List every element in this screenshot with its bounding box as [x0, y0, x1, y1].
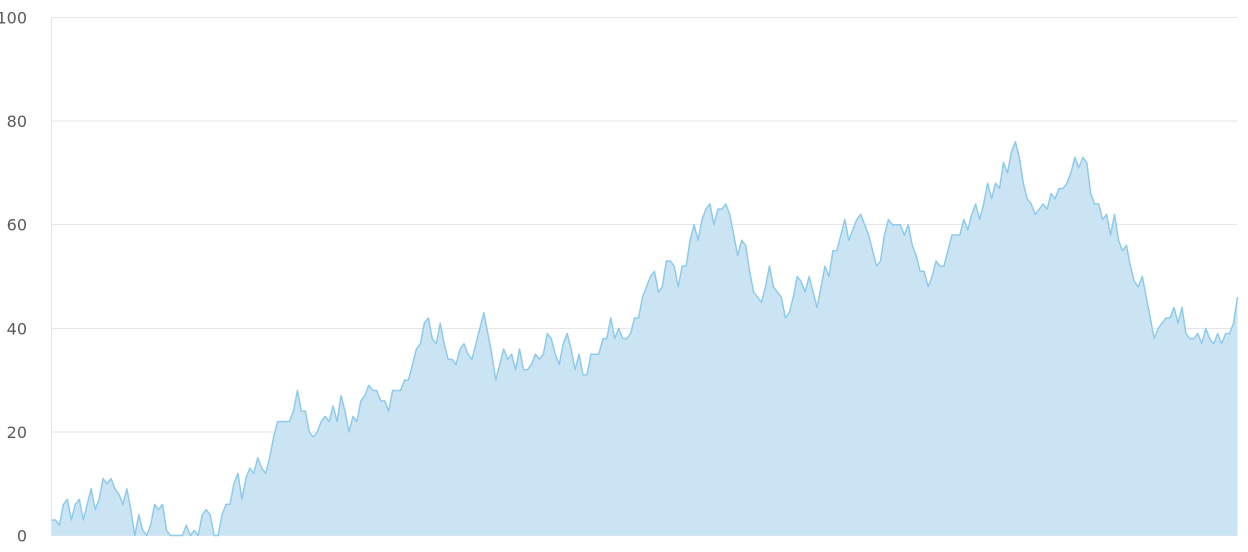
- y-tick-label-0: 0: [17, 527, 27, 546]
- y-tick-label-80: 80: [7, 112, 27, 131]
- y-tick-label-60: 60: [7, 216, 27, 235]
- series-line: [51, 141, 1239, 537]
- y-tick-label-40: 40: [7, 319, 27, 338]
- series-area-fill: [51, 141, 1238, 536]
- y-tick-label-100: 100: [0, 9, 27, 28]
- y-tick-label-20: 20: [7, 423, 27, 442]
- y-axis-tick-labels: 0 20 40 60 80 100: [0, 9, 27, 546]
